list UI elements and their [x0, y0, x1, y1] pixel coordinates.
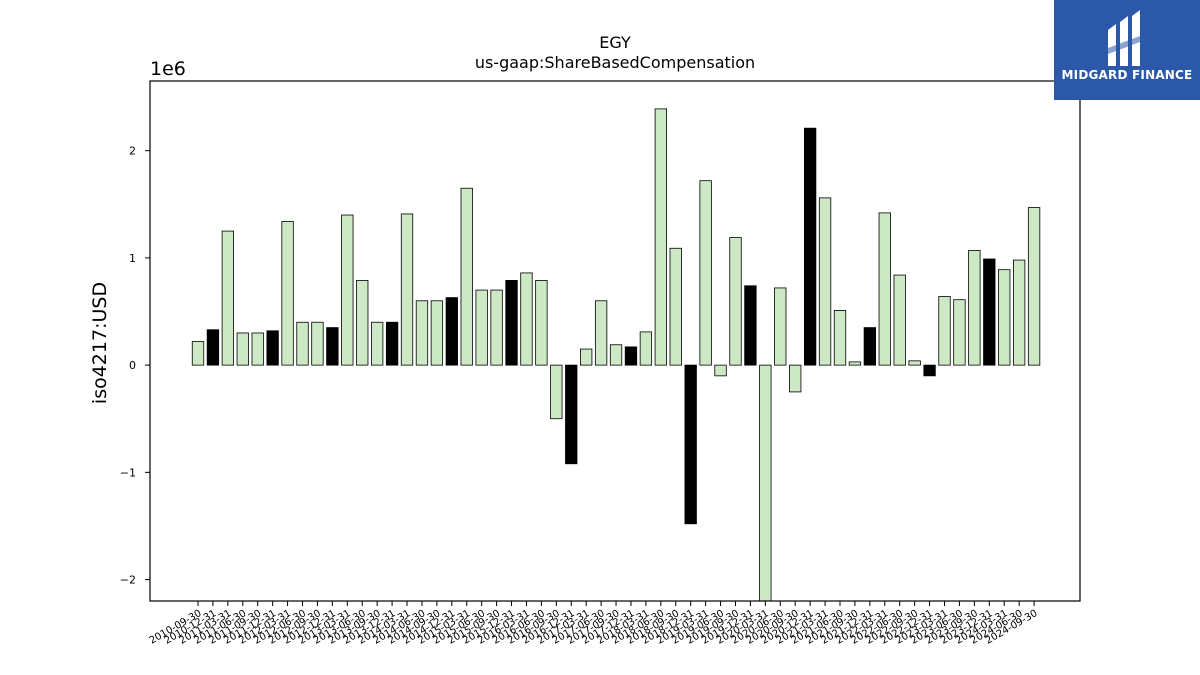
bar-2019-09-30 [729, 237, 742, 366]
bar-2012-12-31 [326, 327, 339, 366]
chart-subtitle: us-gaap:ShareBasedCompensation [475, 53, 755, 72]
y-axis-label: iso4217:USD [89, 282, 111, 404]
bar-2011-09-30 [251, 332, 264, 366]
bar-2017-12-31 [624, 346, 638, 366]
chart-title: EGY [599, 33, 631, 52]
bar-2022-09-30 [908, 360, 921, 366]
bar-2023-09-30 [968, 249, 981, 366]
bar-2022-06-30 [893, 274, 906, 366]
bar-2020-06-30 [774, 287, 787, 366]
bar-2011-06-30 [236, 332, 249, 366]
bar-2021-03-31 [818, 197, 832, 366]
bar-2010-09-30 [191, 341, 205, 366]
bar-2017-09-30 [609, 344, 623, 366]
bar-2018-06-30 [654, 108, 667, 366]
bar-2020-03-31 [759, 364, 772, 602]
bar-2011-03-31 [221, 230, 235, 366]
x-axis-ticks: 2010-09-302010-12-312011-03-312011-06-30… [148, 601, 1040, 647]
bar-2015-03-31 [460, 187, 473, 366]
bar-2018-12-31 [684, 364, 697, 525]
bar-2023-03-31 [938, 296, 951, 366]
bar-2014-06-30 [415, 300, 429, 366]
bar-2014-12-31 [445, 297, 458, 366]
bar-2018-09-30 [669, 247, 682, 366]
bar-2016-12-31 [565, 364, 578, 465]
brand-logo: MIDGARD FINANCE [1054, 0, 1200, 100]
plot-frame [149, 80, 1081, 602]
bar-2014-03-31 [400, 213, 414, 366]
bar-2015-12-31 [505, 280, 518, 366]
bar-2021-12-31 [863, 327, 876, 366]
y-tick-label: −2 [120, 574, 136, 587]
bar-2015-09-30 [490, 289, 503, 366]
bar-2020-12-31 [803, 127, 817, 366]
bar-2013-06-30 [356, 280, 369, 366]
bar-2023-06-30 [953, 299, 966, 366]
bars-group [191, 108, 1041, 602]
bar-2022-12-31 [923, 364, 936, 377]
bar-2013-12-31 [385, 321, 399, 366]
bar-2012-06-30 [296, 321, 309, 366]
y-tick-label: −1 [120, 466, 136, 479]
y-tick-label: 2 [129, 145, 136, 158]
bar-2024-06-30 [1013, 259, 1026, 366]
bar-2020-09-30 [789, 364, 802, 393]
bar-2012-03-31 [281, 221, 294, 366]
y-tick-label: 1 [129, 252, 136, 265]
bar-2023-12-31 [983, 258, 996, 366]
bar-2019-06-30 [714, 364, 727, 377]
bar-2024-09-30 [1027, 207, 1041, 366]
bar-2012-09-30 [311, 321, 324, 366]
bar-2014-09-30 [430, 300, 444, 366]
brand-name: MIDGARD FINANCE [1061, 68, 1193, 82]
bar-2013-03-31 [341, 214, 354, 366]
bar-2021-09-30 [848, 361, 862, 366]
bar-2018-03-31 [639, 331, 653, 366]
bar-2010-12-31 [206, 329, 220, 366]
bar-2011-12-31 [266, 330, 279, 366]
y-axis-ticks: −2 −1 0 1 2 [120, 145, 150, 587]
bar-2013-09-30 [371, 321, 384, 366]
bar-2019-12-31 [744, 285, 757, 366]
bar-2022-03-31 [878, 212, 891, 366]
bar-2016-09-30 [550, 364, 563, 420]
bar-2016-06-30 [535, 280, 548, 366]
bar-2019-03-31 [699, 180, 712, 366]
bar-2017-06-30 [594, 300, 608, 366]
bar-2017-03-31 [580, 348, 593, 366]
bar-2016-03-31 [520, 272, 533, 366]
y-tick-label: 0 [129, 359, 136, 372]
y-axis-scale-label: 1e6 [150, 58, 186, 80]
brand-logo-icon [1108, 10, 1140, 66]
bar-2015-06-30 [475, 289, 488, 366]
bar-2024-03-31 [998, 269, 1011, 366]
bar-2021-06-30 [833, 310, 847, 366]
